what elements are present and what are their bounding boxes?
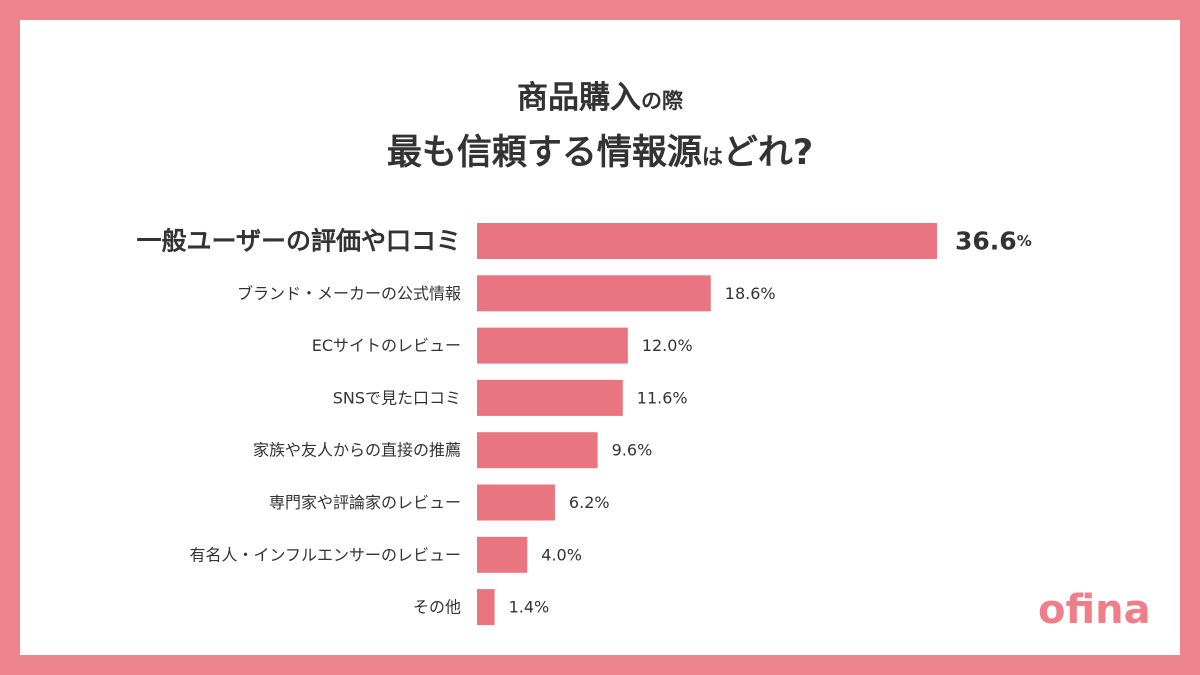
chart-title-line2: 最も信頼する情報源はどれ? bbox=[386, 133, 814, 173]
bar-6 bbox=[477, 536, 528, 573]
value-label-5: 6.2% bbox=[569, 493, 610, 512]
value-label-1: 18.6% bbox=[725, 284, 776, 303]
bar-5 bbox=[477, 484, 555, 521]
bar-3 bbox=[477, 379, 623, 416]
category-label-3: SNSで見た口コミ bbox=[333, 388, 461, 407]
value-label-2: 12.0% bbox=[642, 336, 693, 355]
value-label-7: 1.4% bbox=[509, 598, 550, 617]
chart-title-line1: 商品購入の際 bbox=[517, 80, 683, 116]
category-label-2: ECサイトのレビュー bbox=[312, 336, 461, 355]
category-label-0: 一般ユーザーの評価や口コミ bbox=[136, 227, 461, 256]
value-unit-0: % bbox=[1017, 232, 1032, 250]
category-label-5: 専門家や評論家のレビュー bbox=[269, 493, 461, 512]
bar-chart: 一般ユーザーの評価や口コミ 36.6% ブランド・メーカーの公式情報 18.6% ECサ… bbox=[136, 223, 1032, 626]
category-label-7: その他 bbox=[413, 598, 461, 617]
category-label-6: 有名人・インフルエンサーのレビュー bbox=[189, 545, 461, 564]
category-label-1: ブランド・メーカーの公式情報 bbox=[237, 284, 461, 303]
bar-0 bbox=[477, 223, 937, 259]
bar-4 bbox=[477, 432, 598, 469]
bar-1 bbox=[477, 275, 711, 312]
value-label-4: 9.6% bbox=[612, 441, 653, 460]
value-label-3: 11.6% bbox=[637, 388, 688, 407]
value-label-6: 4.0% bbox=[541, 545, 582, 564]
bar-7 bbox=[477, 589, 495, 626]
bar-2 bbox=[477, 327, 628, 364]
brand-logo: ofina bbox=[1038, 587, 1151, 633]
chart-card: 商品購入の際 最も信頼する情報源はどれ? 一般ユーザーの評価や口コミ 36.6% ブ… bbox=[20, 20, 1180, 655]
category-label-4: 家族や友人からの直接の推薦 bbox=[253, 441, 461, 460]
value-label-0: 36.6% bbox=[955, 227, 1032, 256]
